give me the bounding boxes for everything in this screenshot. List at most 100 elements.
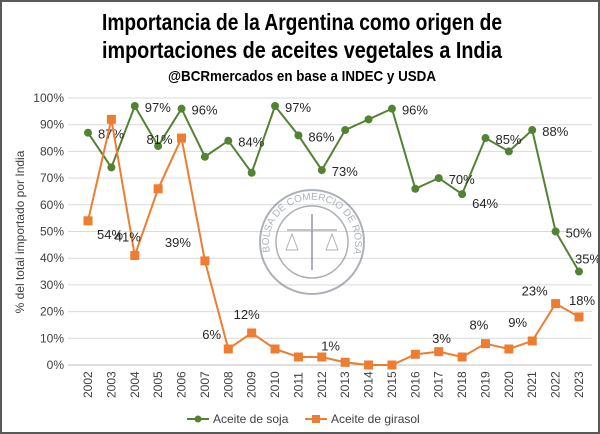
y-tick-label: 90% [40, 118, 64, 132]
x-tick-label: 2015 [385, 371, 399, 398]
data-label: 88% [542, 124, 568, 139]
data-point [387, 360, 397, 370]
x-tick-label: 2014 [362, 371, 376, 398]
data-label: 87% [98, 127, 124, 142]
x-tick-label: 2004 [128, 371, 142, 398]
data-point [106, 114, 116, 124]
data-point [481, 134, 490, 143]
data-point [458, 190, 467, 199]
data-label: 97% [285, 100, 311, 115]
data-point [294, 131, 303, 140]
legend-marker [312, 415, 320, 423]
data-point [247, 328, 257, 338]
data-point [504, 344, 514, 354]
x-tick-label: 2009 [245, 371, 259, 398]
chart-subtitle: @BCRmercados en base a INDEC y USDA [168, 68, 436, 85]
data-point [200, 256, 210, 266]
legend-label: Aceite de girasol [331, 412, 420, 426]
x-tick-label: 2003 [104, 371, 118, 398]
data-label: 9% [508, 315, 527, 330]
data-point [551, 299, 561, 309]
data-point [480, 339, 490, 349]
data-point [247, 168, 256, 177]
data-label: 73% [332, 164, 358, 179]
data-label: 8% [469, 318, 488, 333]
data-point [411, 184, 420, 193]
y-tick-label: 0% [47, 358, 65, 372]
data-point [177, 133, 187, 143]
x-tick-label: 2022 [549, 371, 563, 398]
legend-marker [194, 415, 202, 423]
legend-label: Aceite de soja [213, 412, 289, 426]
x-tick-label: 2021 [525, 371, 539, 398]
y-tick-label: 80% [40, 144, 64, 158]
data-label: 97% [145, 100, 171, 115]
y-tick-label: 20% [40, 305, 64, 319]
x-ticks: 2002 2003 2004 2005 2006 2007 2008 2009 2010 2011… [81, 371, 586, 398]
data-label: 39% [165, 235, 191, 250]
data-label: 54% [97, 227, 123, 242]
data-label: 84% [238, 135, 264, 150]
data-label: 96% [402, 103, 428, 118]
x-tick-label: 2013 [338, 371, 352, 398]
y-tick-label: 100% [33, 91, 64, 105]
data-point [84, 128, 92, 137]
data-label: 41% [115, 230, 141, 245]
series-group: 87% 97% 96% 84% 97% 86% 73% 96% 70% 64% 85% 88% 50% 3… [83, 100, 600, 370]
data-point [154, 142, 163, 151]
x-tick-label: 2008 [221, 371, 235, 398]
data-point [270, 344, 280, 354]
data-point [528, 126, 537, 135]
y-tick-label: 60% [40, 198, 64, 212]
data-label: 85% [495, 132, 521, 147]
data-label: 3% [432, 331, 451, 346]
data-point [130, 251, 140, 261]
data-point [551, 227, 560, 236]
data-label: 12% [234, 307, 260, 322]
x-tick-label: 2011 [291, 372, 305, 398]
x-tick-label: 2010 [268, 371, 282, 398]
data-label: 64% [472, 196, 498, 211]
data-point [200, 152, 209, 161]
x-tick-label: 2020 [502, 371, 516, 398]
data-point [340, 357, 350, 367]
data-label: 96% [192, 103, 218, 118]
series-line-1 [87, 119, 580, 366]
data-label: 50% [566, 226, 592, 241]
data-point [224, 136, 233, 145]
y-tick-label: 10% [40, 331, 64, 345]
x-tick-label: 2017 [432, 371, 446, 398]
y-tick-label: 70% [40, 171, 64, 185]
data-point [527, 336, 537, 346]
data-point [271, 102, 280, 111]
data-point [153, 184, 163, 194]
data-point [293, 352, 303, 362]
x-tick-label: 2005 [151, 371, 165, 398]
data-point [575, 267, 583, 276]
y-tick-label: 30% [40, 278, 64, 292]
legend: Aceite de soja Aceite de girasol [187, 412, 420, 426]
y-tick-label: 50% [40, 225, 64, 239]
y-ticks: 0% 10% 20% 30% 40% 50% 60% 70% 80% 90% 100% [33, 91, 64, 372]
gridlines [68, 97, 592, 366]
data-label: 35% [575, 252, 600, 267]
x-tick-label: 2007 [198, 371, 212, 398]
data-point [364, 115, 373, 124]
data-label: 18% [569, 293, 595, 308]
x-tick-label: 2012 [315, 371, 329, 398]
x-tick-label: 2019 [478, 371, 492, 398]
data-point [317, 166, 326, 175]
x-tick-label: 2016 [408, 371, 422, 398]
data-point [457, 352, 467, 362]
data-point [434, 174, 443, 183]
data-point [177, 104, 186, 113]
data-label: 6% [202, 327, 221, 342]
data-label: 86% [308, 129, 334, 144]
y-axis-label: % del total importado por India [13, 150, 27, 313]
data-point [341, 126, 350, 135]
data-point [364, 360, 374, 370]
data-point [574, 312, 584, 322]
data-point [504, 147, 513, 156]
